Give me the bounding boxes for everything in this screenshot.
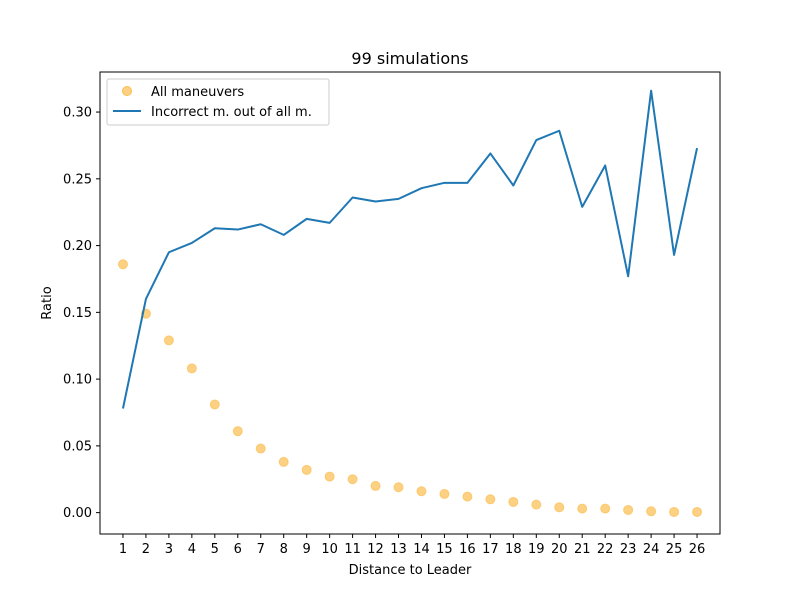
plot-frame — [99, 71, 721, 535]
x-axis: 1 2 3 4 5 6 7 8 9 10 11 12 13 14 15 16 17 18 19 20 21 22 23 24 2… — [119, 534, 705, 557]
scatter-point — [117, 259, 128, 270]
x-tick-label: 15 — [436, 542, 453, 557]
scatter-series-layer — [117, 259, 703, 517]
scatter-point — [186, 363, 197, 374]
x-tick-label: 20 — [551, 542, 568, 557]
x-tick-label: 23 — [620, 542, 637, 557]
x-tick-label: 11 — [344, 542, 361, 557]
scatter-point — [692, 506, 703, 517]
legend: All maneuvers Incorrect m. out of all m. — [106, 78, 330, 126]
scatter-point — [416, 486, 427, 497]
x-tick-label: 5 — [211, 542, 219, 557]
scatter-point — [301, 464, 312, 475]
x-tick-label: 22 — [597, 542, 614, 557]
scatter-point — [347, 474, 358, 485]
line-series-layer — [121, 89, 699, 409]
x-tick-label: 19 — [528, 542, 545, 557]
scatter-point — [324, 471, 335, 482]
line-series-incorrect — [121, 89, 699, 409]
y-tick-label: 0.15 — [63, 306, 92, 321]
x-tick-label: 26 — [689, 542, 706, 557]
scatter-point — [163, 335, 174, 346]
x-tick-label: 10 — [321, 542, 338, 557]
legend-label-incorrect-maneuvers: Incorrect m. out of all m. — [151, 105, 312, 120]
y-tick-label: 0.30 — [63, 106, 92, 121]
scatter-point — [577, 503, 588, 514]
scatter-point — [462, 491, 473, 502]
legend-box — [106, 78, 330, 126]
x-tick-label: 12 — [367, 542, 384, 557]
y-tick-label: 0.05 — [63, 439, 92, 454]
scatter-point — [209, 399, 220, 410]
x-axis-label: Distance to Leader — [349, 563, 472, 578]
scatter-point — [370, 480, 381, 491]
scatter-point — [232, 426, 243, 437]
y-axis: 0.00 0.05 0.10 0.15 0.20 0.25 0.30 — [63, 106, 100, 521]
x-tick-label: 14 — [413, 542, 430, 557]
x-tick-label: 9 — [303, 542, 311, 557]
x-tick-label: 6 — [234, 542, 242, 557]
scatter-point — [669, 506, 680, 517]
y-tick-label: 0.20 — [63, 239, 92, 254]
x-tick-label: 17 — [482, 542, 499, 557]
legend-scatter-marker — [122, 86, 132, 96]
x-tick-label: 13 — [390, 542, 407, 557]
scatter-point — [531, 499, 542, 510]
scatter-point — [393, 482, 404, 493]
y-axis-label: Ratio — [40, 286, 55, 319]
x-tick-label: 4 — [188, 542, 196, 557]
scatter-point — [278, 456, 289, 467]
x-tick-label: 1 — [119, 542, 127, 557]
scatter-point — [623, 504, 634, 515]
x-tick-label: 25 — [666, 542, 683, 557]
scatter-point — [600, 503, 611, 514]
y-tick-label: 0.10 — [63, 373, 92, 388]
x-tick-label: 21 — [574, 542, 591, 557]
x-tick-label: 2 — [142, 542, 150, 557]
x-tick-label: 18 — [505, 542, 522, 557]
scatter-point — [439, 488, 450, 499]
x-tick-label: 24 — [643, 542, 660, 557]
x-tick-label: 3 — [165, 542, 173, 557]
scatter-point — [485, 494, 496, 505]
scatter-point — [508, 496, 519, 507]
legend-label-all-maneuvers: All maneuvers — [151, 85, 244, 100]
scatter-point — [255, 443, 266, 454]
y-tick-label: 0.25 — [63, 172, 92, 187]
y-tick-label: 0.00 — [63, 506, 92, 521]
x-tick-label: 16 — [459, 542, 476, 557]
x-tick-label: 8 — [280, 542, 288, 557]
scatter-point — [646, 506, 657, 517]
scatter-point — [554, 502, 565, 513]
x-tick-label: 7 — [257, 542, 265, 557]
chart-title: 99 simulations — [351, 49, 468, 68]
